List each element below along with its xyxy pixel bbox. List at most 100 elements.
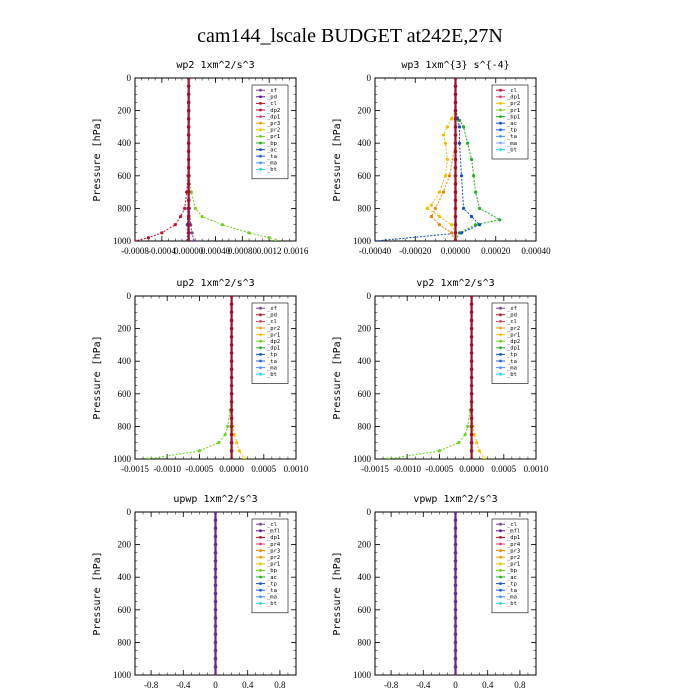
- legend: _sf_pd_cl_pr2_pr1_dp2_dp1_tp_ta_ma_bt: [251, 302, 289, 384]
- zero-line-marker: [453, 174, 458, 178]
- legend-marker: [499, 128, 502, 132]
- legend-box: [491, 84, 529, 160]
- legend-label: _pr3: [267, 121, 280, 127]
- legend-marker: [259, 88, 262, 92]
- x-tick-label: -0.0015: [121, 464, 149, 474]
- zero-line-marker: [453, 559, 458, 563]
- legend-marker: [499, 141, 502, 145]
- zero-line-marker: [229, 449, 234, 453]
- zero-line-marker: [453, 165, 458, 170]
- legend-label: _sf: [267, 306, 277, 312]
- zero-line-marker: [213, 575, 218, 579]
- zero-line-marker: [186, 84, 191, 88]
- zero-line-marker: [213, 632, 218, 637]
- legend-marker: [499, 115, 502, 118]
- zero-line-marker: [186, 157, 191, 162]
- zero-line-marker: [453, 78, 458, 80]
- legend-marker: [499, 102, 502, 105]
- x-tick-label: 0.0000: [219, 464, 244, 474]
- zero-line-marker: [186, 190, 191, 194]
- zero-line-marker: [229, 383, 234, 388]
- legend-marker: [499, 121, 502, 125]
- zero-line-marker: [213, 559, 218, 563]
- zero-line-marker: [469, 296, 474, 298]
- series-point-dp1: [223, 432, 227, 437]
- legend-label: _pr1: [507, 108, 520, 114]
- zero-line-marker: [453, 231, 458, 235]
- zero-line-marker: [469, 408, 474, 412]
- zero-line-marker: [453, 526, 458, 531]
- series-point-pr1: [472, 432, 476, 437]
- series-point-pr1: [449, 117, 454, 121]
- zero-line-marker: [186, 92, 191, 97]
- legend-marker: [499, 333, 502, 336]
- chart-panel-6: vpwp 1xm^2/s^3 Pressure [hPa] 0 200 400 600 80…: [332, 494, 537, 690]
- x-tick-label: 0.00020: [481, 246, 511, 256]
- legend-marker: [259, 333, 262, 336]
- legend-marker: [259, 372, 262, 376]
- zero-line-marker: [229, 296, 234, 298]
- legend-marker: [259, 575, 262, 579]
- zero-line-marker: [453, 125, 458, 129]
- chart-panel-1: wp2 1xm^2/s^3 Pressure [hPa] 0 200 400 600 800…: [92, 60, 309, 256]
- x-tick-label: -0.0005: [186, 464, 214, 474]
- legend-marker: [259, 562, 262, 566]
- plot-area: [213, 512, 218, 675]
- legend-label: _dp2: [267, 108, 280, 114]
- legend-label: _ta: [267, 154, 277, 160]
- y-tick-label: 400: [118, 138, 132, 148]
- series-point-bp1: [470, 157, 474, 162]
- legend-marker: [259, 522, 262, 526]
- chart-panel-4: vp2 1xm^2/s^3 Pressure [hPa] 0 200 400 600 800…: [332, 278, 549, 474]
- y-tick-label: 0: [127, 73, 132, 83]
- legend-marker: [499, 575, 502, 579]
- legend-label: _sf: [507, 306, 517, 312]
- series-point-pr1: [237, 449, 241, 453]
- legend-marker: [259, 326, 262, 330]
- series-point-bp1: [472, 174, 476, 178]
- series-point-cl: [146, 236, 151, 240]
- series-point-cl: [179, 214, 183, 219]
- legend-label: _tp: [507, 581, 517, 587]
- zero-line-marker: [453, 673, 458, 675]
- legend-label: _bt: [507, 601, 517, 607]
- y-tick-label: 400: [118, 572, 132, 582]
- zero-line-marker: [453, 583, 458, 588]
- zero-line-marker: [229, 359, 234, 364]
- legend-label: _pr2: [267, 326, 280, 332]
- page-title: cam144_lscale BUDGET at242E,27N: [197, 25, 503, 47]
- y-tick-label: 200: [358, 324, 372, 334]
- zero-line-marker: [453, 157, 458, 162]
- zero-line-marker: [186, 125, 191, 129]
- series-point-pr1: [189, 190, 193, 194]
- legend-marker: [499, 306, 502, 310]
- legend-label: _ma: [267, 161, 277, 167]
- series-point-pr1: [242, 457, 247, 459]
- x-tick-label: 0.4: [242, 680, 254, 690]
- zero-line-marker: [453, 133, 458, 137]
- zero-line-marker: [453, 648, 458, 653]
- x-tick-label: 0.00040: [521, 246, 551, 256]
- legend-marker: [499, 359, 502, 363]
- series-point-ac: [478, 223, 482, 227]
- series-point-dp1: [217, 441, 221, 445]
- y-tick-label: 1000: [113, 670, 132, 680]
- legend-marker: [259, 353, 262, 356]
- series-point-pr1: [475, 441, 479, 445]
- series-point-pr1: [232, 432, 236, 437]
- zero-line-marker: [186, 165, 191, 170]
- series-line-dp1: [387, 296, 473, 459]
- legend-label: _tp: [507, 352, 517, 358]
- series-point-cl: [183, 206, 187, 210]
- legend-marker: [499, 366, 502, 369]
- legend-label: _pr3: [267, 548, 280, 554]
- zero-line-marker: [229, 367, 234, 372]
- zero-line-marker: [213, 656, 218, 661]
- zero-line-marker: [186, 214, 191, 219]
- plot-area: [146, 296, 247, 459]
- zero-line-marker: [469, 449, 474, 453]
- legend-label: _bt: [267, 167, 277, 173]
- legend-marker: [499, 529, 502, 533]
- panel-title: upwp 1xm^2/s^3: [173, 494, 257, 505]
